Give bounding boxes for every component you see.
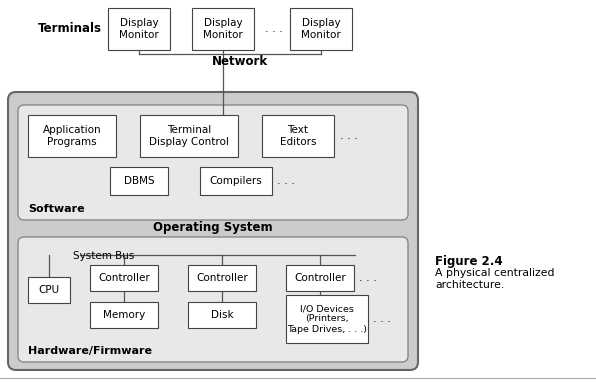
Text: Controller: Controller (294, 273, 346, 283)
Text: . . .: . . . (265, 24, 283, 34)
FancyBboxPatch shape (8, 92, 418, 370)
Bar (286, 295, 368, 343)
Bar (290, 8, 352, 50)
Bar (108, 8, 170, 50)
Text: Terminal
Display Control: Terminal Display Control (149, 125, 229, 147)
Text: Display
Monitor: Display Monitor (301, 18, 341, 40)
Text: I/O Devices
(Printers,
Tape Drives, . . .): I/O Devices (Printers, Tape Drives, . . … (287, 304, 367, 334)
Text: Operating System: Operating System (153, 220, 273, 233)
Text: . . .: . . . (277, 176, 295, 186)
Text: . . .: . . . (373, 314, 391, 324)
Bar (286, 265, 354, 291)
Text: CPU: CPU (38, 285, 60, 295)
Bar (192, 8, 254, 50)
Bar (90, 265, 158, 291)
Text: Software: Software (28, 204, 85, 214)
Bar (28, 115, 116, 157)
Bar (28, 277, 70, 303)
Text: Hardware/Firmware: Hardware/Firmware (28, 346, 152, 356)
Text: Controller: Controller (98, 273, 150, 283)
Bar (188, 265, 256, 291)
Text: Memory: Memory (103, 310, 145, 320)
Text: Application
Programs: Application Programs (43, 125, 101, 147)
Text: Figure 2.4: Figure 2.4 (435, 255, 502, 268)
Bar (140, 115, 238, 157)
FancyBboxPatch shape (18, 105, 408, 220)
Text: Network: Network (212, 55, 268, 68)
Text: Display
Monitor: Display Monitor (203, 18, 243, 40)
Text: Controller: Controller (196, 273, 248, 283)
Bar (200, 167, 272, 195)
Text: Display
Monitor: Display Monitor (119, 18, 159, 40)
Text: Compilers: Compilers (210, 176, 262, 186)
FancyBboxPatch shape (18, 237, 408, 362)
Bar (262, 115, 334, 157)
Text: DBMS: DBMS (124, 176, 154, 186)
Text: Disk: Disk (211, 310, 233, 320)
Bar (188, 302, 256, 328)
Bar (90, 302, 158, 328)
Text: . . .: . . . (340, 131, 358, 141)
Text: Text
Editors: Text Editors (280, 125, 316, 147)
Text: Terminals: Terminals (38, 23, 102, 35)
Text: A physical centralized
architecture.: A physical centralized architecture. (435, 268, 554, 290)
Bar (110, 167, 168, 195)
Text: System Bus: System Bus (73, 251, 134, 261)
Text: . . .: . . . (359, 273, 377, 283)
